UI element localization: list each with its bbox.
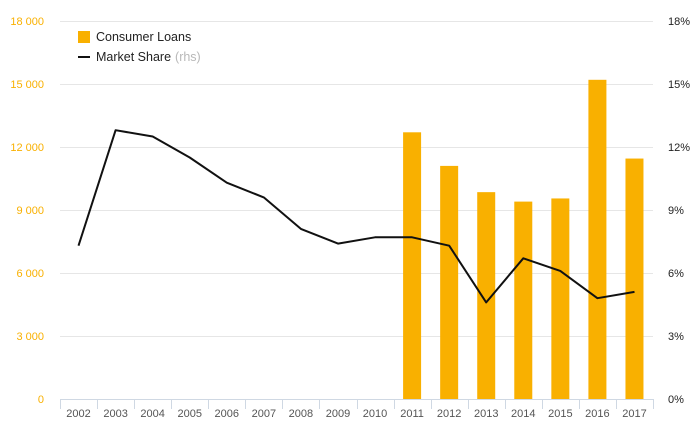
bar <box>403 132 422 400</box>
y-left-tick-label: 0 <box>38 394 44 406</box>
x-tick-label: 2010 <box>363 408 387 420</box>
x-tick-label: 2014 <box>511 408 535 420</box>
legend-bar-swatch <box>78 31 90 43</box>
y-left-tick-label: 9 000 <box>16 205 44 217</box>
market-share-line <box>77 129 635 304</box>
y-right-tick-label: 15% <box>668 79 690 91</box>
x-tick-label: 2005 <box>177 408 201 420</box>
bar <box>514 201 533 399</box>
y-left-tick-label: 12 000 <box>10 142 44 154</box>
y-right-tick-label: 6% <box>668 268 684 280</box>
bar <box>440 165 459 399</box>
x-tick-label: 2008 <box>289 408 313 420</box>
legend-line-swatch <box>78 56 90 58</box>
x-axis: 2002 2003 2004 2005 2006 2007 2008 2009 2010 2011… <box>60 399 654 420</box>
y-left-tick-label: 15 000 <box>10 79 44 91</box>
y-axis-left: 0 3 000 6 000 9 000 12 000 15 000 18 000 <box>10 16 44 406</box>
legend-item-line: Market Share (rhs) <box>78 47 201 67</box>
bar <box>477 192 496 399</box>
x-tick-label: 2011 <box>400 408 424 420</box>
x-tick-label: 2016 <box>585 408 609 420</box>
x-tick-label: 2004 <box>140 408 164 420</box>
bar <box>551 198 570 399</box>
line-series <box>77 129 635 304</box>
x-tick-label: 2015 <box>548 408 572 420</box>
legend: Consumer Loans Market Share (rhs) <box>78 27 201 67</box>
y-left-tick-label: 6 000 <box>16 268 44 280</box>
x-tick-label: 2017 <box>622 408 646 420</box>
bar-series <box>403 79 644 400</box>
x-tick-label: 2009 <box>326 408 350 420</box>
y-right-tick-label: 18% <box>668 16 690 28</box>
x-tick-label: 2013 <box>474 408 498 420</box>
y-right-tick-label: 12% <box>668 142 690 154</box>
x-tick-label: 2002 <box>66 408 90 420</box>
y-left-tick-label: 3 000 <box>16 331 44 343</box>
legend-item-bar: Consumer Loans <box>78 27 201 47</box>
legend-label-bar: Consumer Loans <box>96 30 192 44</box>
y-right-tick-label: 9% <box>668 205 684 217</box>
bar <box>588 79 607 400</box>
bar <box>625 158 644 399</box>
x-tick-label: 2006 <box>215 408 239 420</box>
legend-label-line: Market Share <box>96 50 172 64</box>
y-right-tick-label: 3% <box>668 331 684 343</box>
x-tick-label: 2012 <box>437 408 461 420</box>
x-tick-label: 2003 <box>103 408 127 420</box>
y-left-tick-label: 18 000 <box>10 16 44 28</box>
legend-label-line-suffix: (rhs) <box>175 50 201 64</box>
x-tick-label: 2007 <box>252 408 276 420</box>
y-axis-right: 0% 3% 6% 9% 12% 15% 18% <box>668 16 690 406</box>
y-right-tick-label: 0% <box>668 394 684 406</box>
